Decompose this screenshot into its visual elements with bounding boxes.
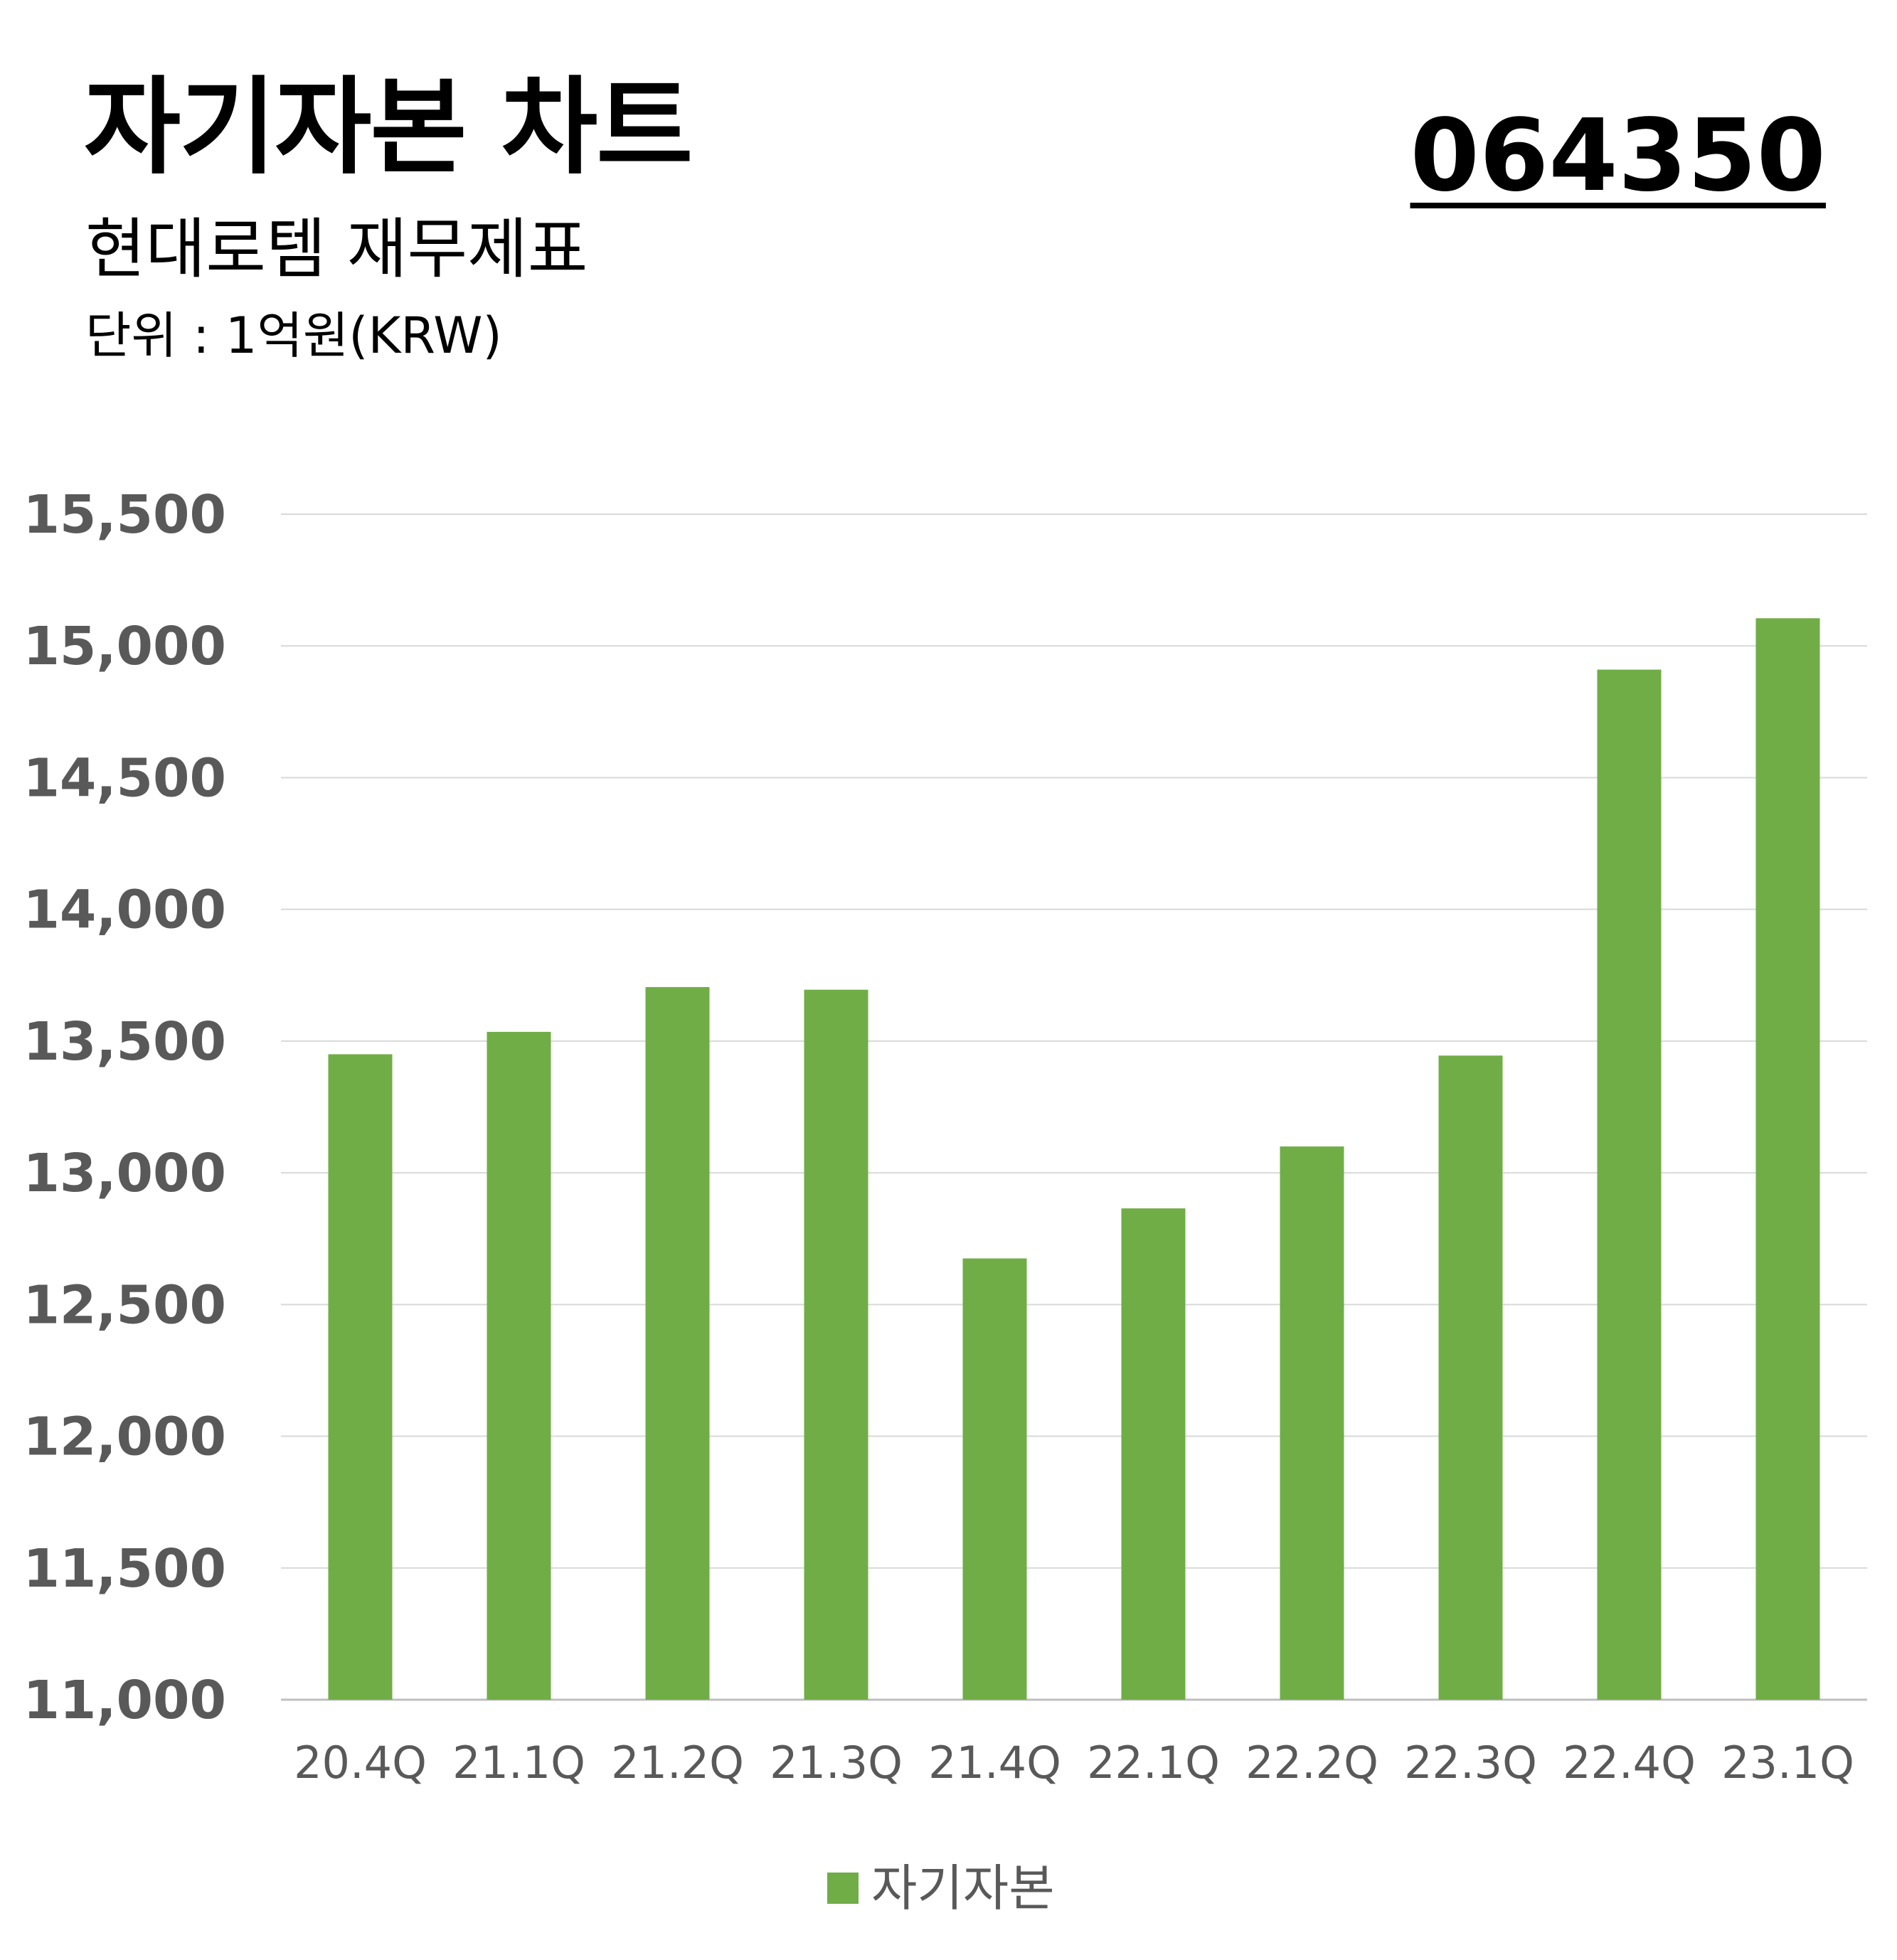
x-tick-label: 21.3Q [770, 1737, 903, 1789]
x-tick-label: 20.4Q [294, 1737, 427, 1789]
chart-subtitle: 현대로템 재무제표 [85, 211, 588, 287]
unit-label: 단위 : 1억원(KRW) [85, 307, 502, 365]
x-tick-label: 22.1Q [1087, 1737, 1220, 1789]
bar [1280, 1146, 1344, 1700]
x-tick-label: 21.4Q [928, 1737, 1061, 1789]
y-tick-label: 13,500 [23, 1011, 226, 1072]
y-tick-label: 12,000 [23, 1407, 226, 1468]
bar [1438, 1055, 1503, 1700]
x-tick-label: 22.4Q [1563, 1737, 1696, 1789]
y-tick-label: 15,000 [23, 616, 226, 677]
legend-swatch [827, 1873, 859, 1904]
y-tick-label: 11,000 [23, 1670, 226, 1731]
legend-label: 자기자본 [871, 1859, 1055, 1917]
y-tick-label: 15,500 [23, 484, 226, 545]
x-tick-label: 21.2Q [611, 1737, 744, 1789]
bar [804, 989, 868, 1700]
bar [962, 1258, 1027, 1700]
bar [487, 1031, 551, 1700]
stock-code: 064350 [1410, 98, 1826, 214]
x-tick-label: 22.3Q [1404, 1737, 1537, 1789]
y-tick-label: 14,500 [23, 747, 226, 809]
x-tick-label: 21.1Q [452, 1737, 585, 1789]
x-tick-label: 22.2Q [1245, 1737, 1378, 1789]
y-tick-label: 11,500 [23, 1538, 226, 1599]
bar [645, 986, 710, 1700]
bar [1121, 1208, 1186, 1700]
y-tick-label: 12,500 [23, 1274, 226, 1336]
bar [1597, 669, 1662, 1700]
y-tick-label: 13,000 [23, 1143, 226, 1204]
bar [328, 1054, 393, 1700]
legend: 자기자본 [827, 1863, 1055, 1913]
chart-title: 자기자본 차트 [84, 66, 693, 188]
y-tick-label: 14,000 [23, 880, 226, 941]
x-tick-label: 23.1Q [1721, 1737, 1854, 1789]
bar [1755, 618, 1820, 1700]
